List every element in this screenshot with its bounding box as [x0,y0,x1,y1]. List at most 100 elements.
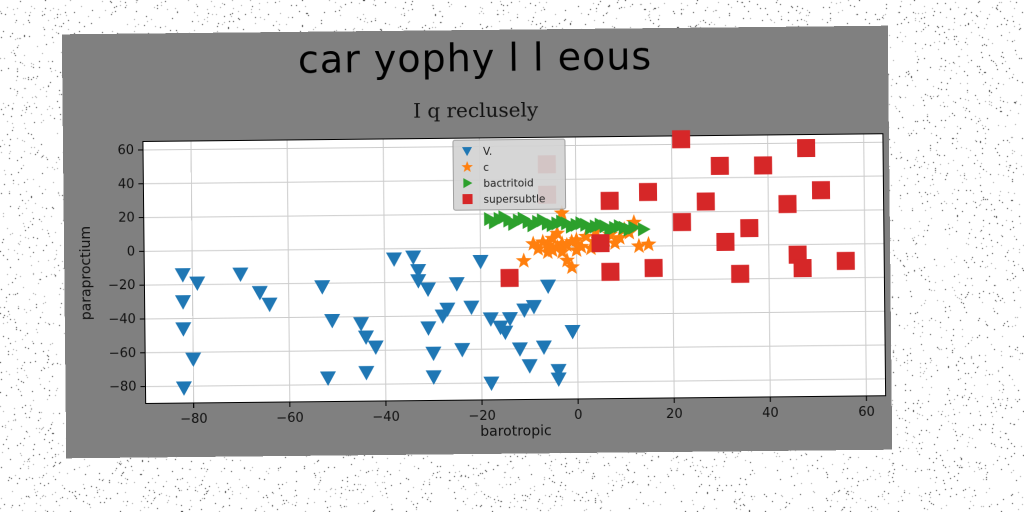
data-point-square [797,138,816,158]
data-point-star [544,230,561,246]
data-point-square [778,194,797,214]
data-point-triangle-down [564,324,581,340]
y-tick-label: −20 [108,278,136,293]
data-point-star [611,229,628,245]
data-point-square [672,130,691,149]
data-point-triangle-down [425,346,442,362]
data-point-star [563,258,580,275]
data-point-triangle-right [585,221,598,236]
data-point-triangle-down [410,263,427,279]
data-point-triangle-down [497,325,514,341]
data-point-star [568,231,585,247]
data-point-triangle-right [527,218,541,233]
data-point-square [710,156,729,175]
data-point-triangle-down [319,371,336,386]
data-point-star [554,243,571,259]
data-point-triangle-down [174,268,191,283]
data-point-triangle-down [232,267,249,283]
y-tick-label: 40 [118,177,135,192]
data-point-triangle-right [517,211,531,226]
data-point-triangle-down [463,300,480,316]
data-point-star [539,243,556,260]
y-tick-label: 20 [118,211,135,226]
data-point-star [573,238,590,254]
data-point-triangle-down [175,322,192,337]
data-point-triangle-down [472,254,489,270]
data-point-triangle-down [521,359,538,374]
x-tick-label: −80 [180,412,208,427]
data-point-triangle-down [385,252,402,267]
data-point-square [500,268,519,288]
data-point-triangle-down [251,285,268,301]
data-point-triangle-right [536,213,550,228]
data-point-star [559,252,575,268]
data-point-star [578,228,595,244]
data-point-square [638,182,658,202]
data-point-square [793,259,812,278]
data-point-square [672,212,692,232]
legend-label: V. [483,146,492,158]
data-point-triangle-right [637,222,651,237]
data-point-triangle-right [565,219,579,234]
data-point-star [625,214,642,230]
data-point-triangle-down [540,279,557,295]
data-point-star [606,234,623,250]
data-point-square [696,192,715,211]
data-point-square [601,262,620,281]
y-gridline [144,243,885,252]
data-point-star [568,241,585,258]
data-point-triangle-down [261,297,278,313]
data-point-square [591,234,610,253]
y-axis-label: paraproctium [78,226,95,320]
data-point-triangle-down [482,312,499,327]
data-point-triangle-down [535,340,552,355]
data-point-square [740,219,759,238]
data-point-triangle-down [516,303,533,318]
data-point-square [811,181,831,200]
data-point-star [563,233,580,249]
data-point-triangle-down [314,280,331,295]
data-point-triangle-down [550,372,567,387]
data-point-triangle-right [556,214,569,229]
legend-label: supersubtle [483,193,545,206]
data-point-triangle-down [425,370,442,385]
legend-marker-triangle-down [462,147,473,157]
x-axis-label: barotropic [480,423,552,440]
x-tick-label: −40 [372,410,400,425]
x-gridline [863,133,867,396]
data-point-star [544,242,561,258]
data-point-star [553,204,570,221]
chart-figure: car yophy l l eous I q reclusely −80 −60−… [61,25,893,459]
data-point-triangle-down [410,274,427,289]
data-point-star [558,236,575,253]
data-point-triangle-down [525,299,542,315]
data-point-triangle-down [448,277,465,292]
data-point-triangle-down [358,365,375,381]
y-gridline [145,378,886,388]
data-point-square [644,258,663,278]
data-point-triangle-right [508,216,521,231]
data-point-triangle-right [498,210,512,225]
plot-svg: −80 −60 −40 −20 0 20 40 60 −80 −60 −40 −20 0 20 40 60 ba… [78,130,887,440]
data-point-star [549,225,566,241]
x-tick-label: 40 [762,406,779,421]
x-gridline [286,139,291,402]
y-tick-label: −40 [108,312,136,327]
data-point-triangle-down [189,276,206,291]
x-gridline [382,138,387,401]
plot-frame [142,133,887,404]
x-tick-label: 0 [574,408,582,423]
data-point-triangle-down [501,312,518,327]
x-gridline [767,134,771,397]
x-gridline [670,135,675,398]
data-point-triangle-down [550,363,567,379]
data-point-triangle-down [439,302,456,318]
data-point-triangle-right [488,215,502,230]
x-gridline [574,136,579,399]
data-point-star [549,238,566,254]
data-point-triangle-down [175,381,192,396]
data-point-square [600,191,619,210]
data-point-triangle-down [174,295,191,310]
data-point-square [731,264,750,283]
data-point-square [716,232,735,251]
